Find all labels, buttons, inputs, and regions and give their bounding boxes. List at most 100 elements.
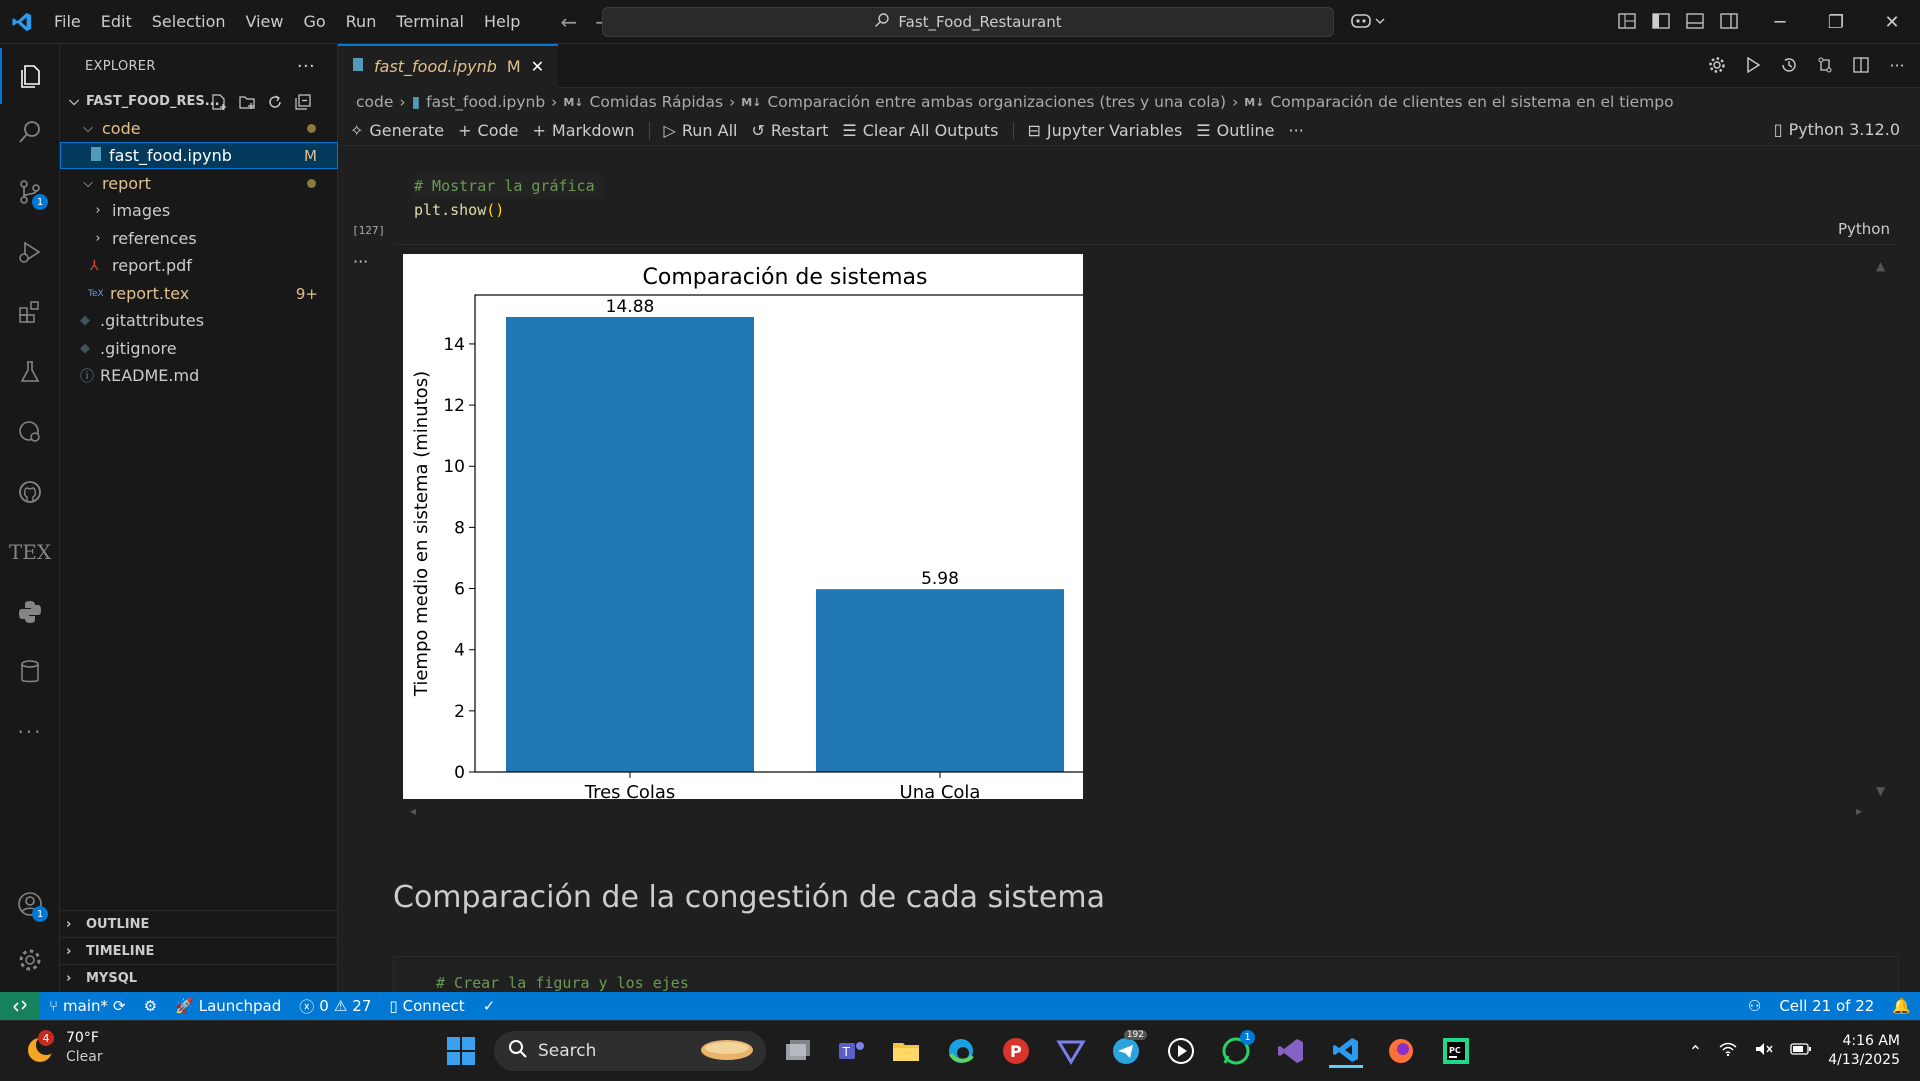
explorer-icon[interactable] [0,48,60,104]
tab-fast-food-ipynb[interactable]: fast_food.ipynb M ✕ [338,43,559,88]
remote-indicator-icon[interactable] [0,992,40,1020]
restart-button[interactable]: ↺ Restart [751,121,828,140]
github-icon[interactable] [0,464,60,520]
markdown-heading[interactable]: Comparación de la congestión de cada sis… [393,880,1105,915]
more-views-icon[interactable]: ··· [17,720,43,744]
copilot-status-right-icon[interactable]: ⚇ [1747,997,1762,1015]
extensions-icon[interactable] [0,284,60,340]
menu-file[interactable]: File [54,12,81,31]
split-editor-icon[interactable] [1850,54,1872,76]
menu-terminal[interactable]: Terminal [396,12,464,31]
connect-status[interactable]: ▯ Connect [380,992,473,1020]
app-p-icon[interactable]: P [999,1034,1033,1068]
close-icon[interactable]: ✕ [530,57,545,76]
tree-item-report[interactable]: ⌵ report [60,170,338,197]
database-icon[interactable] [0,644,60,700]
search-icon[interactable] [0,104,60,160]
source-control-icon[interactable]: 1 [0,164,60,220]
testing-flask-icon[interactable] [0,344,60,400]
minimize-icon[interactable]: ─ [1774,11,1786,33]
breadcrumb-item[interactable]: Comidas Rápidas [589,93,724,111]
code-cell[interactable]: # Mostrar la gráfica plt.show() [396,162,1896,246]
chevron-up-icon[interactable]: ⌃ [1688,1041,1703,1061]
menu-go[interactable]: Go [303,12,326,31]
scroll-right-icon[interactable]: ▸ [1856,804,1863,818]
compare-changes-icon[interactable] [1814,54,1836,76]
python-icon[interactable] [0,584,60,640]
git-branch-status[interactable]: ⑂ main* ⟳ [40,992,135,1020]
problems-status[interactable]: ⓧ 0 ⚠ 27 [290,992,380,1020]
clear-all-outputs-button[interactable]: ☰ Clear All Outputs [842,121,998,140]
system-clock[interactable]: 4:16 AM 4/13/2025 [1828,1032,1900,1070]
add-markdown-cell-button[interactable]: + Markdown [533,121,635,140]
outline-button[interactable]: ☰ Outline [1196,121,1274,140]
cell-position-status[interactable]: Cell 21 of 22 [1779,997,1875,1015]
scroll-down-icon[interactable]: ▼ [1876,784,1886,798]
remote-explorer-icon[interactable] [0,404,60,460]
teams-icon[interactable]: T [834,1034,868,1068]
mysql-section[interactable]: › MYSQL [60,964,338,991]
refresh-icon[interactable] [266,93,284,115]
edge-browser-icon[interactable] [944,1034,978,1068]
pycharm-icon[interactable]: PC [1439,1034,1473,1068]
firefox-icon[interactable] [1384,1034,1418,1068]
volume-muted-icon[interactable] [1754,1041,1774,1061]
jupyter-variables-button[interactable]: ⊟ Jupyter Variables [1028,121,1183,140]
scroll-left-icon[interactable]: ◂ [410,804,417,818]
cell-language-label[interactable]: Python [1838,220,1890,238]
explorer-more-icon[interactable]: ··· [296,55,315,77]
menu-run[interactable]: Run [345,12,377,31]
run-debug-icon[interactable] [0,224,60,280]
tex-icon[interactable]: TEX [8,540,52,564]
file-explorer-icon[interactable] [889,1034,923,1068]
new-file-icon[interactable] [210,93,228,115]
taskbar-search[interactable]: Search [494,1031,766,1071]
kernel-picker[interactable]: ▯ Python 3.12.0 [1774,120,1900,139]
tree-item-report-tex[interactable]: TeX report.tex 9+ [60,280,338,307]
battery-icon[interactable] [1790,1042,1812,1060]
command-center-search[interactable]: Fast_Food_Restaurant [602,7,1334,37]
tree-item-references[interactable]: › references [60,225,338,252]
timeline-section[interactable]: › TIMELINE [60,937,338,964]
collapse-all-icon[interactable] [294,93,312,115]
weather-widget[interactable]: 4 70°F Clear [22,1029,103,1067]
breadcrumb-item[interactable]: fast_food.ipynb [426,93,546,111]
menu-edit[interactable]: Edit [100,12,132,31]
settings-gear-icon[interactable] [0,932,60,988]
tree-item-readme[interactable]: ⓘ README.md [60,362,338,389]
toggle-panel-icon[interactable] [1684,10,1706,32]
customize-layout-icon[interactable] [1616,10,1638,32]
notebook-settings-gear-icon[interactable] [1706,54,1728,76]
run-all-button[interactable]: ▷ Run All [664,121,738,140]
windows-start-icon[interactable] [444,1034,478,1068]
copilot-status[interactable]: ⚙ [135,992,166,1020]
check-icon[interactable]: ✓ [482,997,496,1015]
toolbar-more-button[interactable]: ··· [1288,121,1304,140]
telegram-icon[interactable]: 192 [1109,1030,1147,1068]
close-window-icon[interactable]: ✕ [1884,11,1900,33]
menu-help[interactable]: Help [483,12,521,31]
wifi-icon[interactable] [1718,1041,1738,1061]
tree-item-gitignore[interactable]: ◆ .gitignore [60,335,338,362]
notifications-bell-icon[interactable]: 🔔 [1892,997,1911,1015]
generate-button[interactable]: ✧ Generate [350,121,444,140]
task-view-icon[interactable] [780,1034,814,1068]
breadcrumb-item[interactable]: Comparación entre ambas organizaciones (… [767,93,1227,111]
tree-item-code[interactable]: ⌵ code [60,115,338,142]
tree-item-gitattributes[interactable]: ◆ .gitattributes [60,307,338,334]
accounts-icon[interactable]: 1 [0,876,60,932]
toggle-primary-sidebar-icon[interactable] [1650,10,1672,32]
explorer-root-folder[interactable]: ⌵ FAST_FOOD_RES... [60,88,338,115]
whatsapp-icon[interactable]: 1 [1219,1030,1255,1068]
output-more-icon[interactable]: ··· [353,252,369,271]
vscode-taskbar-icon[interactable] [1329,1034,1363,1068]
new-folder-icon[interactable] [238,93,256,115]
scroll-up-icon[interactable]: ▲ [1876,259,1886,273]
media-player-icon[interactable] [1164,1034,1198,1068]
run-icon[interactable] [1742,54,1764,76]
outline-section[interactable]: › OUTLINE [60,910,338,937]
more-actions-icon[interactable]: ··· [1889,55,1905,75]
copilot-icon[interactable] [1350,10,1386,36]
breadcrumb-item[interactable]: code [356,93,394,111]
menu-selection[interactable]: Selection [151,12,226,31]
